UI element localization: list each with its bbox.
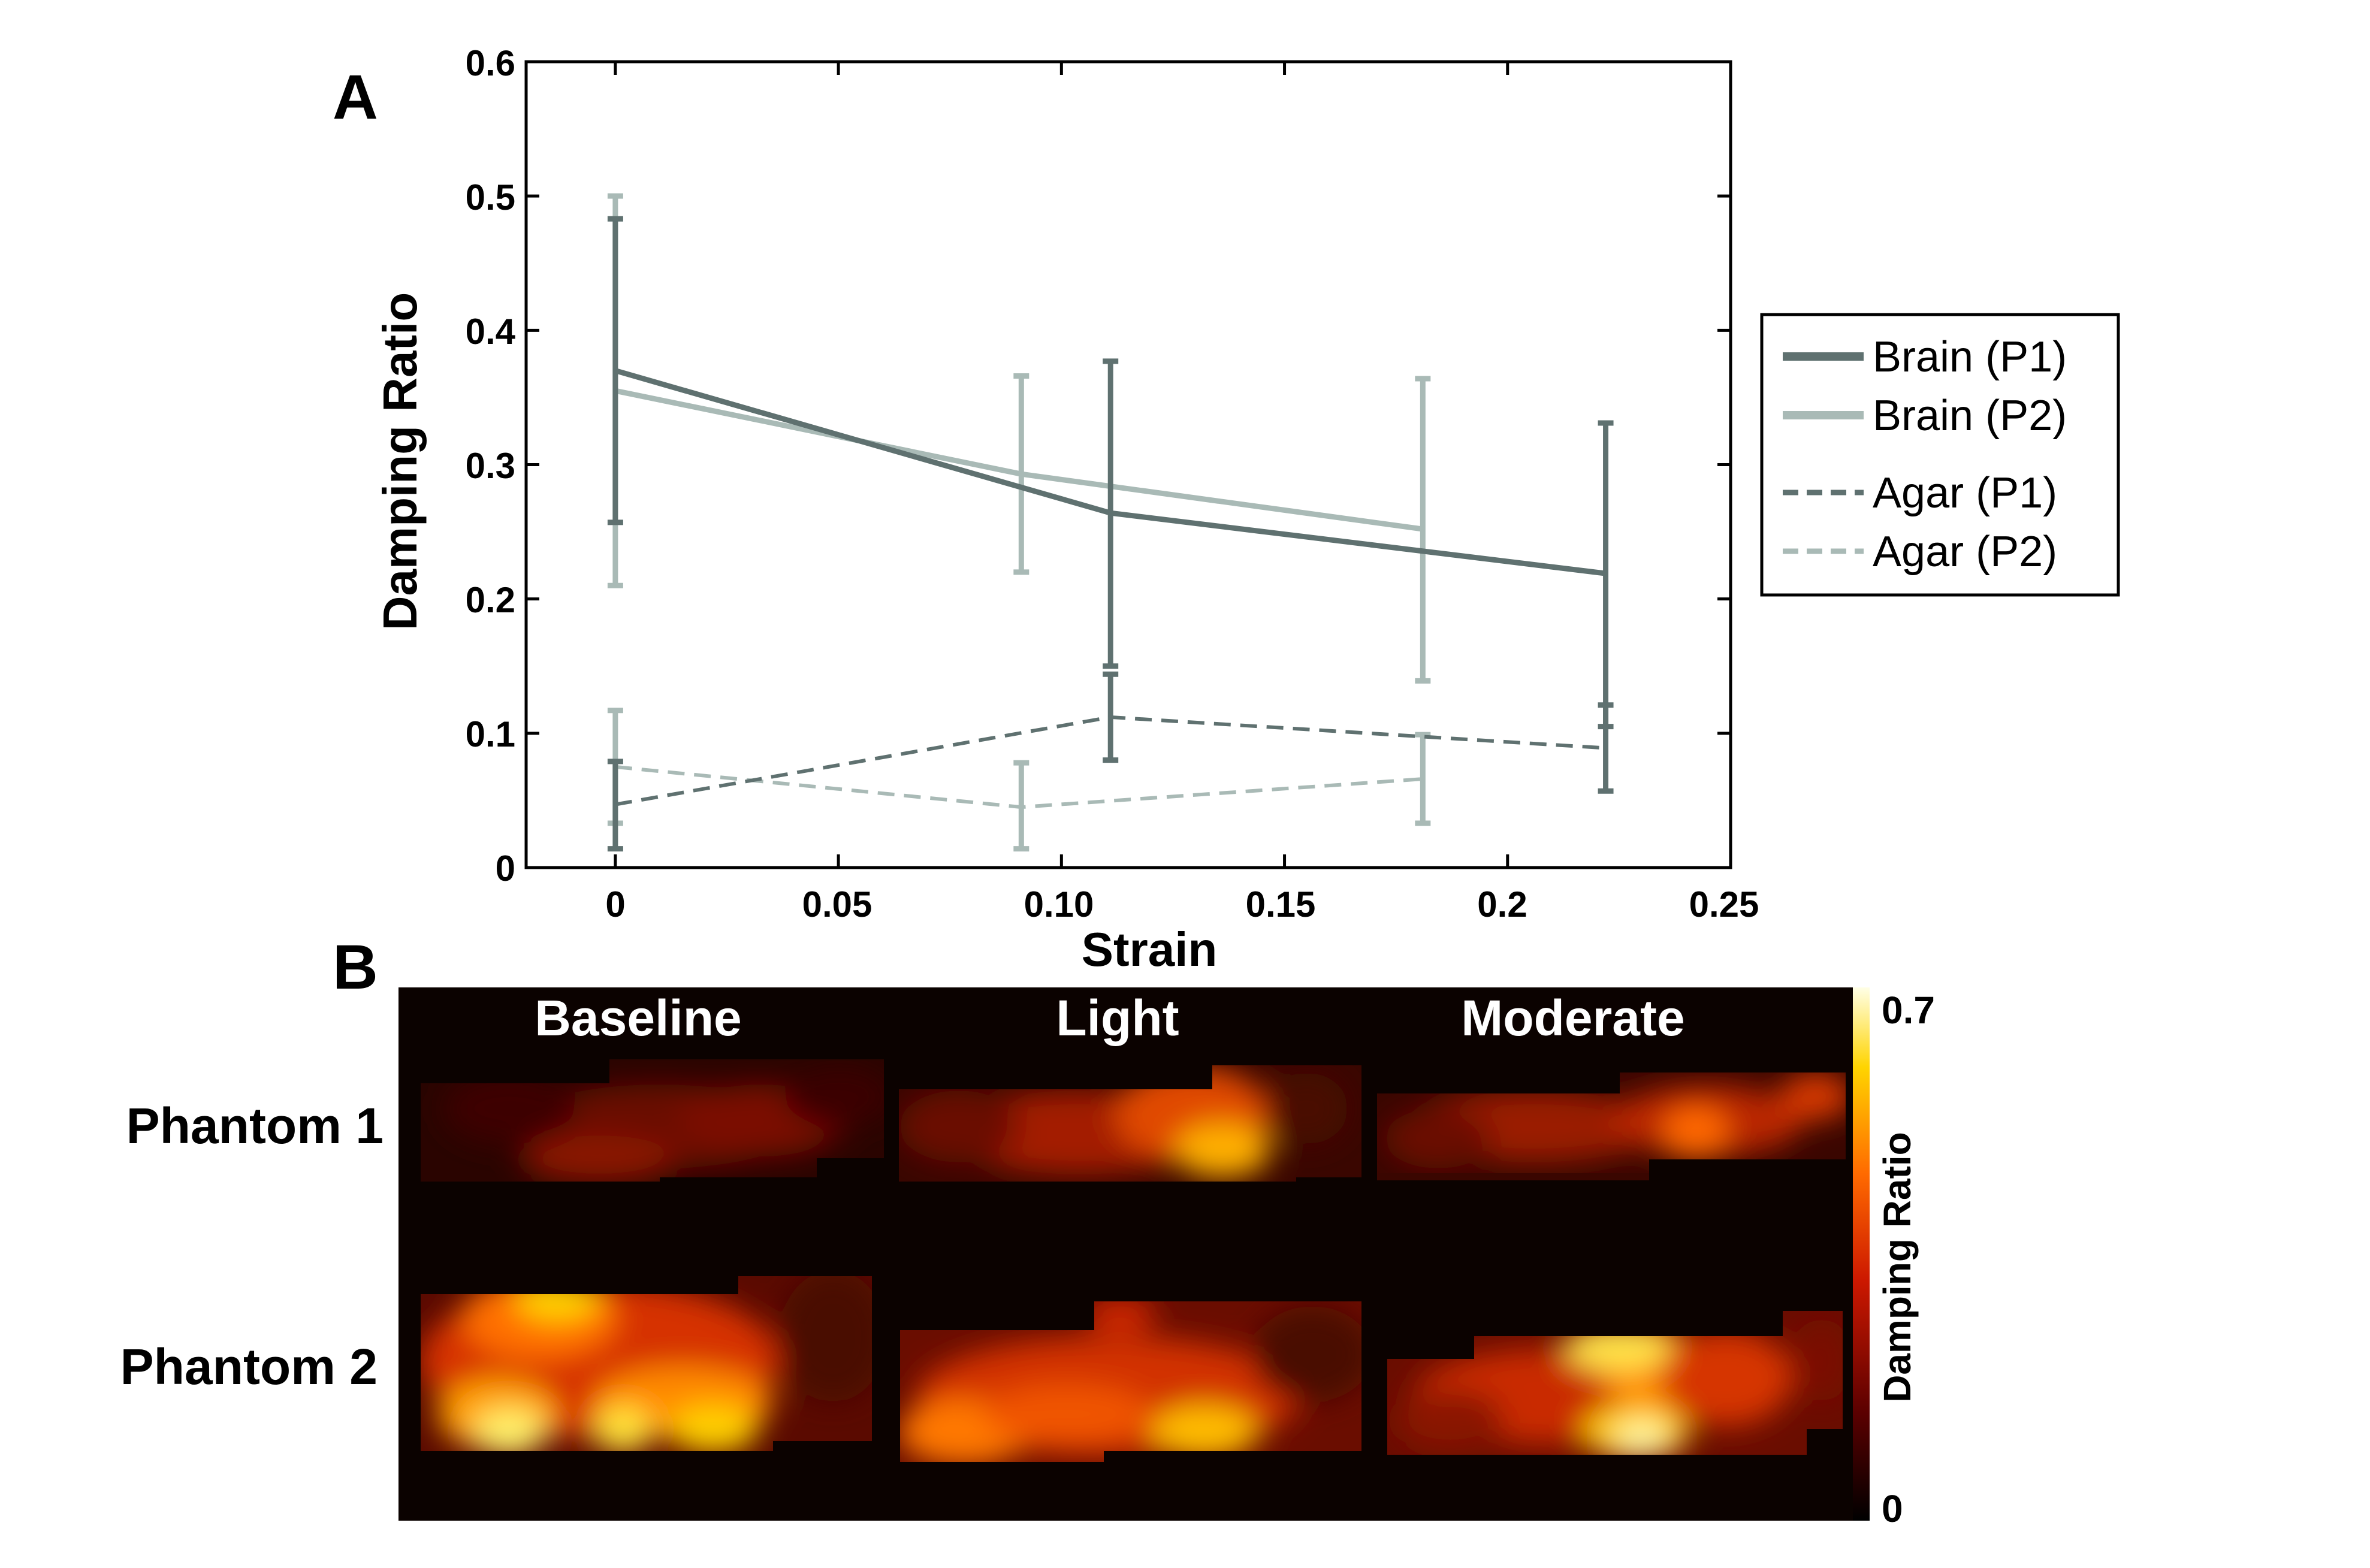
legend-entry: Brain (P1) [1873,333,2067,381]
y-tick-label: 0.3 [466,446,515,486]
y-tick-label: 0 [496,848,515,889]
axis-ticks [526,60,1732,869]
series-line [614,388,1423,532]
panel-b-label: B [333,932,378,1002]
y-tick-labels: 0 0.1 0.2 0.3 0.4 0.5 0.6 [466,43,516,889]
legend-entry: Agar (P2) [1873,528,2057,576]
column-title-moderate: Moderate [1461,990,1684,1046]
x-tick-label: 0.05 [802,884,872,925]
series-line [615,715,1606,806]
y-tick-label: 0.1 [466,714,515,754]
colorbar-min-label: 0 [1882,1487,1903,1530]
x-tick-label: 0.15 [1246,884,1316,925]
x-axis-title: Strain [1082,923,1218,976]
series-brain_p2 [607,193,1431,684]
colorbar: 0.7 0 Damping Ratio [1853,987,1935,1530]
colorbar-max-label: 0.7 [1882,989,1935,1032]
colorbar-title: Damping Ratio [1876,1132,1919,1403]
y-tick-label: 0.2 [466,580,515,620]
row-label-phantom-2: Phantom 2 [120,1339,378,1395]
series-brain_p1 [607,216,1614,730]
y-axis-title: Damping Ratio [373,292,427,630]
series-agar_p1 [607,671,1614,852]
row-label-phantom-1: Phantom 1 [126,1098,384,1154]
heatmap-phantom1-moderate [1377,1072,1846,1180]
column-title-light: Light [1056,990,1179,1046]
plot-area-frame [524,60,1732,869]
x-tick-label: 0 [605,884,625,925]
legend-entry: Agar (P1) [1873,469,2057,517]
column-title-baseline: Baseline [535,990,742,1046]
legend-box [1760,313,2120,597]
legend: Brain (P1) Brain (P2) Agar (P1) Agar (P2… [1760,313,2120,597]
heatmap-phantom2-baseline [421,1276,872,1451]
colorbar-gradient [1853,987,1870,1521]
x-tick-label: 0.2 [1477,884,1527,925]
panel-a-label: A [333,62,378,132]
series-line [614,368,1607,576]
y-tick-label: 0.5 [466,177,515,217]
legend-entry: Brain (P2) [1873,392,2067,440]
y-tick-label: 0.6 [466,43,515,83]
x-tick-label: 0.10 [1024,884,1094,925]
series-layer [607,193,1614,852]
x-tick-labels: 0 0.05 0.10 0.15 0.2 0.25 [605,884,1759,925]
x-tick-label: 0.25 [1689,884,1759,925]
heatmap-phantom1-baseline [421,1059,884,1182]
y-tick-label: 0.4 [466,312,516,352]
heatmap-phantom2-moderate [1387,1311,1843,1455]
